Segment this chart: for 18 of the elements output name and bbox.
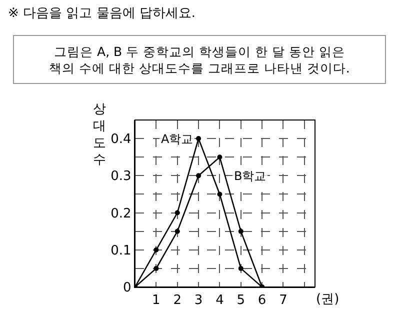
series-label: B학교 bbox=[234, 169, 266, 183]
x-tick-label: 4 bbox=[216, 292, 224, 308]
y-tick-label: 0.3 bbox=[110, 169, 132, 184]
y-tick-label: 0.4 bbox=[110, 132, 132, 148]
x-tick-label: 1 bbox=[152, 292, 160, 308]
chart-title: ※ 다음을 읽고 물음에 답하세요. bbox=[8, 6, 196, 22]
y-tick-label: 0.1 bbox=[110, 243, 132, 258]
y-tick-label: 0.2 bbox=[110, 206, 132, 222]
x-axis-title: (권) bbox=[316, 292, 340, 307]
x-tick-label: 6 bbox=[258, 292, 266, 308]
x-tick-label: 3 bbox=[194, 292, 203, 308]
y-tick-label: 0 bbox=[122, 280, 132, 296]
y-axis-title: 상대도수 bbox=[93, 102, 106, 168]
x-tick-label: 5 bbox=[236, 292, 246, 308]
x-tick-label: 7 bbox=[279, 292, 288, 308]
chart-subtitle: 그림은 A, B 두 중학교의 학생들이 한 달 동안 읽은 책의 수에 대한 상대도수를 그래프로 나타낸 것이다. bbox=[49, 44, 350, 76]
series-label: A학교 bbox=[161, 132, 194, 146]
x-tick-label: 2 bbox=[173, 292, 182, 308]
